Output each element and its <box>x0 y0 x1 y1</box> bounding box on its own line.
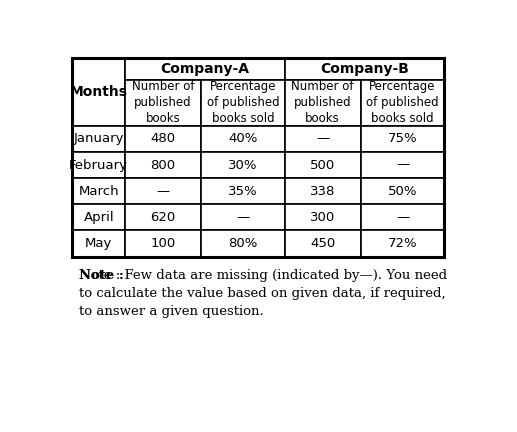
Bar <box>285 231 361 257</box>
Bar <box>72 58 125 126</box>
Bar <box>72 126 125 152</box>
Text: January: January <box>73 132 124 145</box>
Bar <box>125 152 201 178</box>
Bar <box>285 126 361 152</box>
Text: Number of
published
books: Number of published books <box>132 80 194 125</box>
Text: March: March <box>79 185 119 198</box>
Bar <box>201 204 285 231</box>
Bar <box>285 178 361 204</box>
Bar <box>72 231 125 257</box>
Text: 50%: 50% <box>388 185 417 198</box>
Bar <box>125 204 201 231</box>
Bar <box>201 126 285 152</box>
Text: Company-A: Company-A <box>160 62 249 76</box>
Bar <box>361 126 445 152</box>
Text: Percentage
of published
books sold: Percentage of published books sold <box>366 80 439 125</box>
Text: 80%: 80% <box>228 237 257 250</box>
Bar <box>125 79 201 126</box>
Text: 338: 338 <box>310 185 336 198</box>
Text: 30%: 30% <box>228 159 257 172</box>
Text: Months: Months <box>70 85 128 99</box>
Bar <box>72 152 125 178</box>
Text: 300: 300 <box>310 211 336 224</box>
Text: 450: 450 <box>310 237 336 250</box>
Text: 75%: 75% <box>388 132 417 145</box>
Bar <box>285 79 361 126</box>
Bar <box>72 58 445 257</box>
Text: Note : Few data are missing (indicated by—). You need
to calculate the value bas: Note : Few data are missing (indicated b… <box>79 269 447 318</box>
Text: —: — <box>316 132 329 145</box>
Bar <box>285 204 361 231</box>
Bar <box>201 231 285 257</box>
Text: —: — <box>157 185 170 198</box>
Text: May: May <box>85 237 112 250</box>
Bar <box>125 58 285 79</box>
Bar <box>285 58 445 79</box>
Bar <box>285 152 361 178</box>
Text: 72%: 72% <box>388 237 417 250</box>
Bar <box>361 79 445 126</box>
Bar <box>72 178 125 204</box>
Text: April: April <box>83 211 114 224</box>
Bar <box>361 231 445 257</box>
Bar <box>125 178 201 204</box>
Text: 100: 100 <box>150 237 176 250</box>
Text: —: — <box>396 159 409 172</box>
Bar <box>125 126 201 152</box>
Text: 500: 500 <box>310 159 336 172</box>
Bar <box>361 204 445 231</box>
Text: February: February <box>69 159 128 172</box>
Bar <box>201 152 285 178</box>
Bar <box>361 178 445 204</box>
Text: 480: 480 <box>150 132 176 145</box>
Text: 620: 620 <box>150 211 176 224</box>
Bar <box>72 204 125 231</box>
Text: 40%: 40% <box>228 132 257 145</box>
Text: 35%: 35% <box>228 185 257 198</box>
Text: Company-B: Company-B <box>320 62 409 76</box>
Bar <box>361 152 445 178</box>
Text: —: — <box>396 211 409 224</box>
Text: —: — <box>236 211 250 224</box>
Text: Percentage
of published
books sold: Percentage of published books sold <box>207 80 279 125</box>
Text: Number of
published
books: Number of published books <box>292 80 354 125</box>
Bar <box>201 178 285 204</box>
Bar <box>201 79 285 126</box>
Text: Note :: Note : <box>79 269 124 282</box>
Bar <box>125 231 201 257</box>
Text: 800: 800 <box>150 159 176 172</box>
